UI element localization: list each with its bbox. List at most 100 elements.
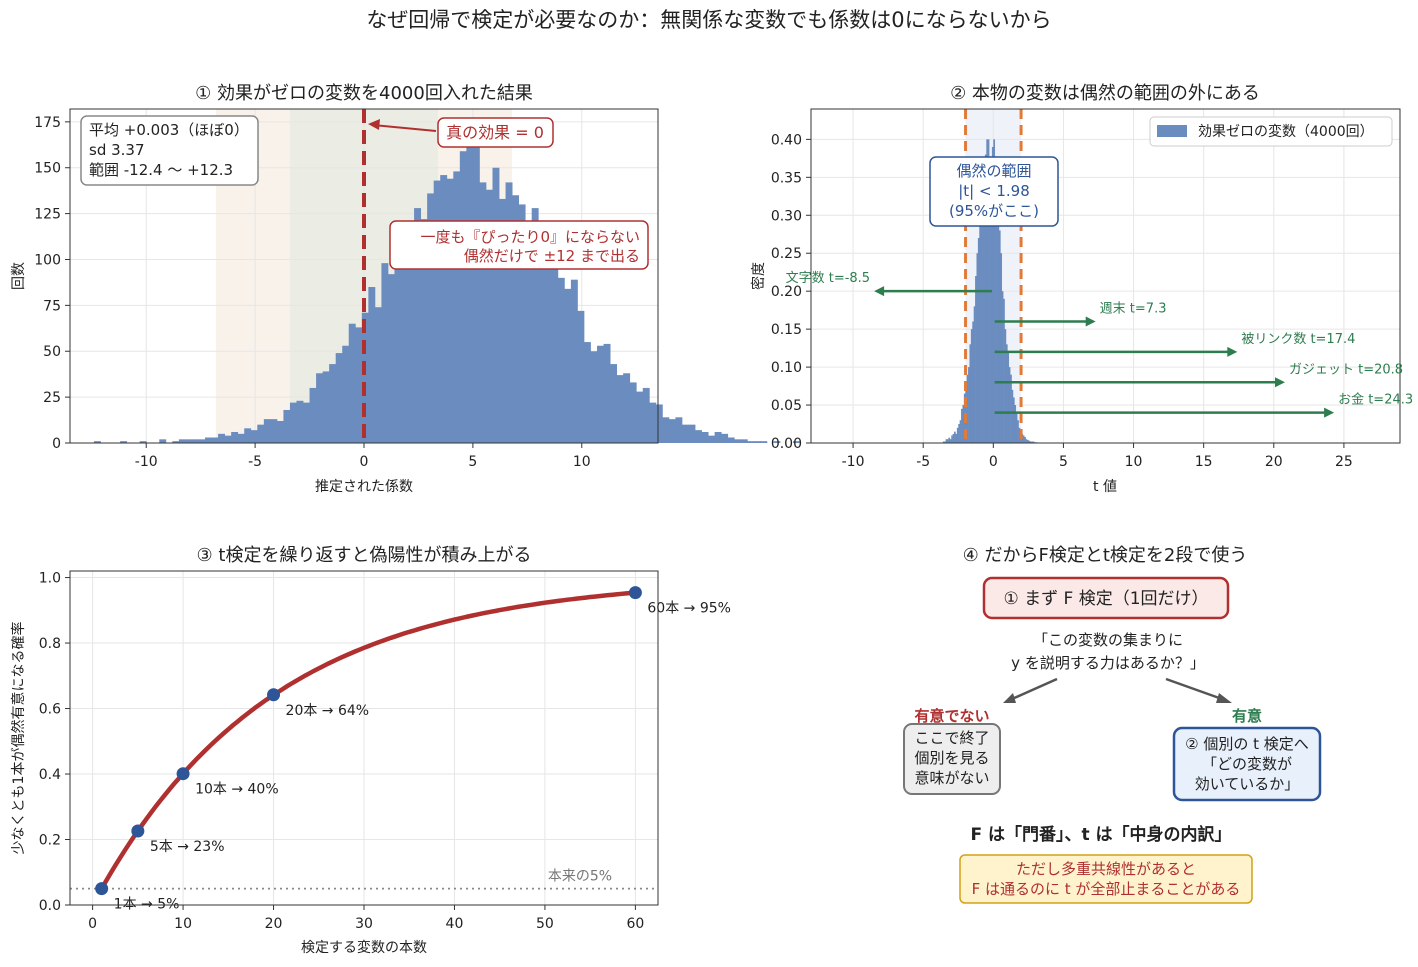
x-tick-label: -10	[842, 454, 865, 470]
histogram-bar	[198, 439, 206, 443]
density-bar	[1003, 298, 1005, 443]
curve-point	[95, 882, 109, 896]
x-tick-label: -5	[248, 454, 262, 470]
histogram-bar	[636, 391, 644, 443]
histogram-bar	[420, 219, 428, 443]
panel-2-xlabel: t 値	[1093, 479, 1117, 495]
curve-point	[267, 688, 281, 702]
x-tick-label: 20	[1265, 454, 1283, 470]
histogram-bar	[708, 435, 716, 443]
histogram-bar	[172, 441, 180, 443]
density-bar	[993, 139, 996, 443]
histogram-bar	[629, 382, 637, 443]
panel-1-stats-box: 平均 +0.003（ほぼ0） sd 3.37 範囲 -12.4 〜 +12.3	[80, 115, 259, 186]
not-sig-line-2: 個別を見る	[914, 749, 989, 767]
y-tick-label: 0.25	[771, 246, 802, 262]
histogram-bar	[610, 364, 618, 443]
panel-2-plot-frame	[810, 108, 1401, 444]
density-bar	[982, 184, 984, 443]
histogram-bar	[753, 441, 761, 443]
density-bar	[997, 215, 1000, 443]
chance-line-2: 偶然だけで ±12 まで出る	[464, 247, 640, 265]
histogram-bar	[178, 439, 186, 443]
x-tick-label: 40	[446, 916, 464, 932]
histogram-bar	[505, 182, 513, 443]
density-bar	[951, 435, 953, 443]
sig-line-2: 「どの変数が	[1202, 755, 1292, 773]
panel-2-t-distribution: ② 本物の変数は偶然の範囲の外にある -10 -5 0 5 10 15 20 25 0.00 0.…	[750, 83, 1413, 495]
histogram-bar	[368, 287, 376, 443]
x-tick-label: 0	[88, 916, 97, 932]
chance-line-1: 一度も『ぴったり0』にならない	[420, 228, 640, 246]
histogram-bar	[557, 277, 565, 443]
density-bar	[1026, 439, 1029, 443]
density-bar	[1022, 435, 1025, 443]
histogram-bar	[309, 387, 317, 443]
density-bar	[959, 420, 962, 443]
histogram-bar	[401, 253, 408, 443]
x-tick-label: -5	[916, 454, 930, 470]
y-tick-label: 0.40	[771, 132, 802, 148]
histogram-bar	[453, 171, 461, 443]
histogram-bar	[446, 178, 454, 443]
x-tick-label: 15	[1195, 454, 1213, 470]
not-significant-box: ここで終了 個別を見る 意味がない	[903, 723, 1001, 795]
sig-line-1: ② 個別の t 検定へ	[1185, 735, 1309, 753]
caveat-box: ただし多重共線性があると F は通るのに t が全部止まることがある	[959, 854, 1253, 904]
density-bar	[989, 162, 991, 444]
histogram-bar	[322, 371, 330, 443]
histogram-bar	[544, 235, 552, 443]
y-tick-label: 0.20	[771, 284, 802, 300]
figure-title: なぜ回帰で検定が必要なのか：無関係な変数でも係数は0にならないから	[366, 8, 1052, 32]
density-bar	[952, 433, 955, 443]
significant-box: ② 個別の t 検定へ 「どの変数が 効いているか」	[1172, 726, 1322, 802]
histogram-bar	[237, 433, 245, 443]
histogram-bar	[348, 323, 356, 443]
histogram-bar	[590, 351, 598, 443]
histogram-bar	[466, 121, 474, 443]
panel-3-xlabel: 検定する変数の本数	[301, 939, 427, 956]
y-tick-label: 0.8	[39, 636, 61, 652]
histogram-bar	[231, 431, 239, 443]
panel-1-histogram: ① 効果がゼロの変数を4000回入れた結果 -10 -5 0 5 10025507510…	[11, 83, 800, 495]
y-tick-label: 0.10	[771, 360, 802, 376]
density-bar	[1015, 412, 1018, 443]
real-variable-label: 文字数 t=-8.5	[786, 271, 871, 286]
summary-text: F は「門番」、t は「中身の内訳」	[970, 824, 1231, 845]
histogram-bar	[316, 373, 324, 443]
density-bar	[1014, 405, 1017, 443]
histogram-bar	[734, 439, 742, 443]
f-test-label: ① まず F 検定（1回だけ）	[1003, 589, 1208, 609]
histogram-bar	[270, 419, 278, 443]
curve-point-label: 20本 → 64%	[286, 703, 370, 719]
histogram-bar	[492, 167, 500, 443]
histogram-bar	[93, 441, 101, 443]
histogram-bar	[597, 345, 604, 443]
histogram-bar	[793, 441, 800, 443]
density-bar	[944, 441, 946, 443]
histogram-bar	[394, 255, 402, 443]
x-tick-label: 5	[468, 454, 477, 470]
panel-3-plot: 本来の5%1本 → 5%5本 → 23%10本 → 40%20本 → 64%60…	[70, 586, 731, 913]
panel-3-ylabel: 少なくとも1本が偶然有意になる確率	[10, 622, 27, 855]
histogram-bar	[681, 424, 689, 443]
histogram-bar	[512, 195, 520, 443]
histogram-bar	[276, 420, 284, 443]
histogram-bar	[185, 439, 193, 443]
real-variable-arrowhead	[1085, 316, 1096, 327]
histogram-bar	[727, 437, 735, 443]
y-tick-label: 75	[43, 298, 61, 314]
x-tick-label: 10	[1125, 454, 1143, 470]
histogram-bar	[655, 404, 663, 443]
y-tick-label: 0.00	[771, 436, 802, 452]
x-tick-label: 25	[1335, 454, 1353, 470]
false-positive-curve	[99, 590, 636, 890]
baseline-label: 本来の5%	[548, 869, 612, 885]
histogram-bar	[773, 441, 781, 443]
density-bar	[1010, 374, 1012, 443]
density-bar	[948, 437, 951, 443]
x-tick-label: 30	[355, 916, 373, 932]
density-bar	[968, 367, 970, 443]
density-bar	[1025, 439, 1028, 443]
density-bar	[983, 169, 986, 443]
